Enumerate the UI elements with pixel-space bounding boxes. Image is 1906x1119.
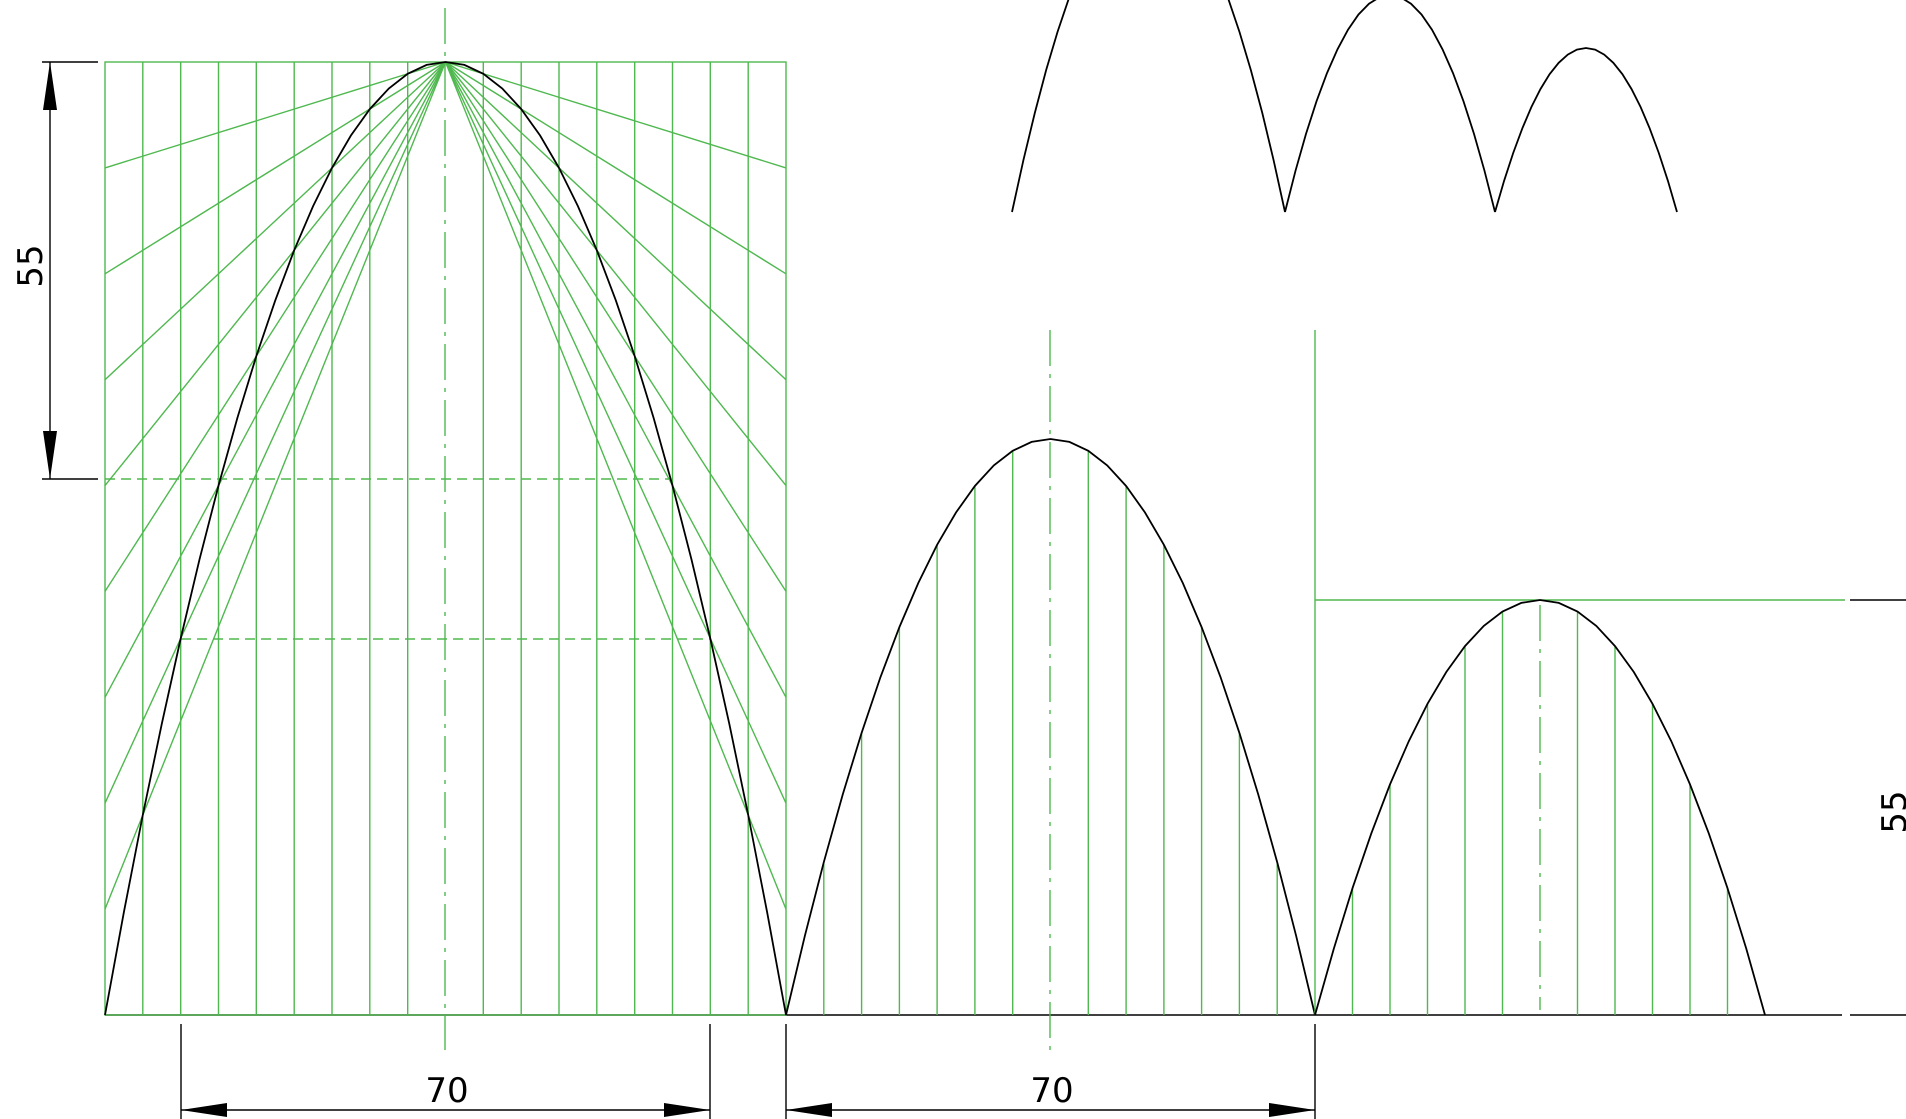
left-parabola-curve [104, 61, 787, 1016]
bottom-width-dimension-1: 70 [180, 1024, 711, 1119]
ray-line [445, 61, 787, 275]
ray-line [104, 61, 446, 381]
ray-line [445, 61, 787, 169]
arrowhead-left [786, 1103, 832, 1117]
arrowhead-left [181, 1103, 227, 1117]
ray-line [444, 61, 787, 592]
top-curve-c [1494, 47, 1678, 213]
left-parabola-construction [104, 8, 787, 1050]
ray-line [444, 61, 787, 698]
right-ordinate-lines [1351, 611, 1729, 1015]
width-label-1: 70 [425, 1071, 468, 1111]
ray-line [104, 61, 447, 592]
ray-line [104, 61, 447, 698]
right-parabola-construction [1314, 330, 1906, 1016]
ray-line [444, 61, 787, 487]
top-curve-sketches [1011, 0, 1678, 213]
arrowhead-up [43, 62, 57, 110]
ray-line [444, 61, 787, 910]
arrowhead-down [43, 431, 57, 479]
top-curve-a [1011, 0, 1286, 213]
middle-parabola-construction [785, 330, 1316, 1050]
ray-line [104, 61, 447, 910]
ray-line [444, 61, 787, 804]
ray-line [104, 61, 447, 487]
right-parabola-curve [1314, 599, 1766, 1016]
ray-line [445, 61, 787, 381]
width-label-2: 70 [1030, 1071, 1073, 1111]
bottom-width-dimension-2: 70 [785, 1024, 1316, 1119]
left-height-label: 55 [11, 244, 51, 287]
ray-line [104, 61, 446, 275]
right-height-label: 55 [1875, 790, 1906, 833]
middle-parabola-curve [785, 438, 1316, 1016]
arrowhead-right [1269, 1103, 1315, 1117]
left-height-dimension: 55 [11, 61, 98, 480]
middle-ordinate-lines [823, 450, 1278, 1015]
left-ordinate-lines [142, 62, 749, 1015]
ray-line [104, 61, 446, 169]
arrowhead-right [664, 1103, 710, 1117]
top-curve-b [1284, 0, 1496, 213]
ray-line [104, 61, 447, 804]
left-ray-lines [104, 61, 787, 910]
